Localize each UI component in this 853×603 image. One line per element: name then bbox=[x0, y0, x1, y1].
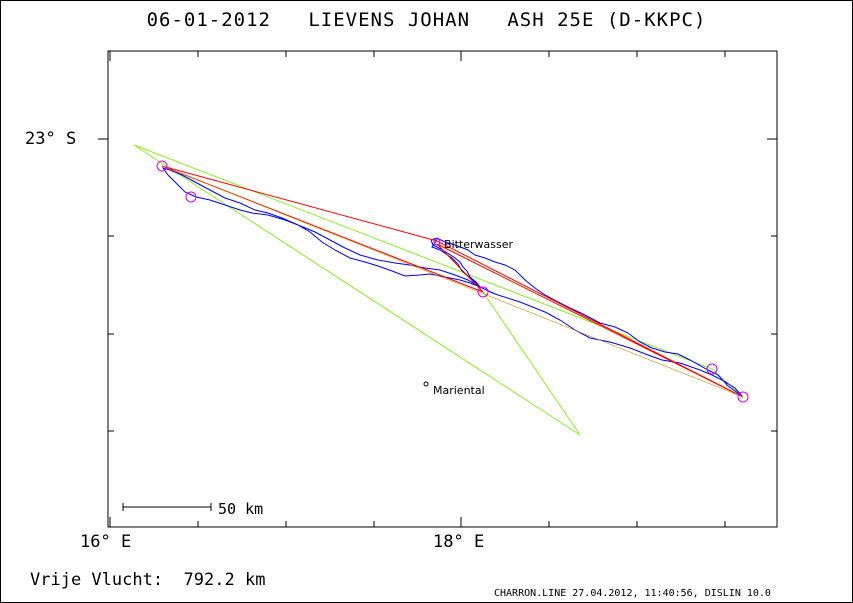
free-flight-distance: Vrije Vlucht: 792.2 km bbox=[30, 570, 265, 590]
turnpoint-circle bbox=[433, 238, 441, 246]
lon-label-16e: 16° E bbox=[80, 532, 132, 552]
gps-track bbox=[161, 167, 743, 397]
flight-title: 06-01-2012 LIEVENS JOHAN ASH 25E (D-KKPC… bbox=[0, 9, 853, 31]
mariental-marker bbox=[423, 381, 429, 387]
flight-date: 06-01-2012 bbox=[146, 9, 271, 31]
task-leg-line bbox=[161, 165, 744, 398]
lat-ticks bbox=[98, 138, 777, 432]
turnpoint-circle bbox=[185, 191, 197, 203]
lon-label-18e: 18° E bbox=[433, 532, 485, 552]
plot-area bbox=[107, 50, 778, 528]
distance-label: Vrije Vlucht: bbox=[30, 570, 164, 590]
glider-name: ASH 25E (D-KKPC) bbox=[507, 9, 707, 31]
lat-label-23s: 23° S bbox=[25, 129, 77, 149]
turnpoint-circle bbox=[706, 363, 718, 375]
scale-bar bbox=[122, 503, 212, 511]
place-label-mariental: Mariental bbox=[433, 384, 485, 397]
lon-ticks bbox=[109, 51, 726, 527]
turnpoint-circle bbox=[737, 391, 749, 403]
scale-label: 50 km bbox=[218, 500, 264, 518]
pilot-name: LIEVENS JOHAN bbox=[308, 9, 471, 31]
distance-value: 792.2 km bbox=[183, 570, 266, 590]
footer-credit: CHARRON.LINE 27.04.2012, 11:40:56, DISLI… bbox=[494, 588, 771, 599]
turnpoints bbox=[156, 160, 749, 403]
task-line bbox=[161, 165, 744, 398]
turnpoint-circle bbox=[477, 286, 489, 298]
place-label-bitterwasser: Bitterwasser bbox=[444, 238, 514, 251]
turnpoint-circle bbox=[156, 160, 168, 172]
